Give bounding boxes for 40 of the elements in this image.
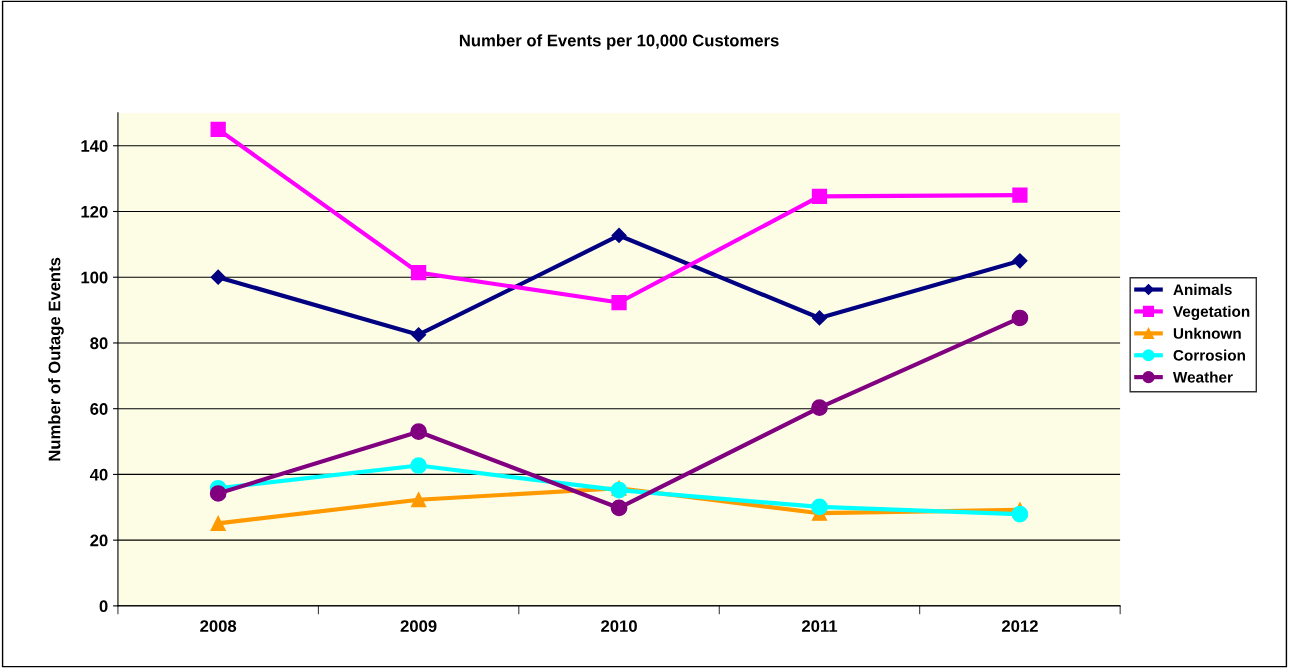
y-axis-title: Number of Outage Events (48, 257, 64, 461)
y-tick-label: 120 (81, 205, 108, 218)
x-tick-label: 2012 (1001, 620, 1038, 633)
point (410, 423, 427, 441)
y-tick-label: 40 (89, 468, 108, 481)
point (210, 269, 226, 285)
point (1012, 187, 1028, 203)
point (611, 294, 627, 311)
y-tick-label: 20 (90, 534, 108, 547)
point (611, 227, 627, 244)
x-tick-label: 2008 (200, 620, 237, 633)
point (209, 485, 227, 502)
point (410, 264, 427, 281)
point (811, 188, 828, 205)
chart-title: Number of Events per 10,000 Customers (459, 34, 779, 50)
point (811, 498, 828, 516)
x-tick-label: 2011 (801, 620, 838, 633)
legend-label: Weather (1172, 371, 1233, 383)
y-tick-label: 80 (90, 337, 108, 350)
point (410, 457, 427, 474)
x-tick-label: 2010 (601, 620, 637, 633)
point (210, 121, 226, 137)
point (610, 499, 628, 517)
point (210, 515, 226, 532)
point (811, 310, 828, 326)
point (1011, 505, 1029, 523)
point (1011, 309, 1029, 327)
legend-label: Vegetation (1173, 305, 1250, 321)
y-tick-label: 140 (81, 140, 108, 152)
y-tick-label: 100 (81, 271, 108, 284)
point (411, 327, 427, 343)
legend-label: Animals (1173, 283, 1232, 296)
legend-label: Unknown (1173, 327, 1241, 339)
point (1012, 253, 1028, 269)
legend-label: Corrosion (1173, 349, 1245, 361)
y-tick-label: 60 (90, 403, 108, 415)
y-tick-label: 0 (99, 600, 108, 613)
x-tick-label: 2009 (400, 620, 437, 633)
point (811, 399, 828, 417)
point (410, 492, 427, 508)
